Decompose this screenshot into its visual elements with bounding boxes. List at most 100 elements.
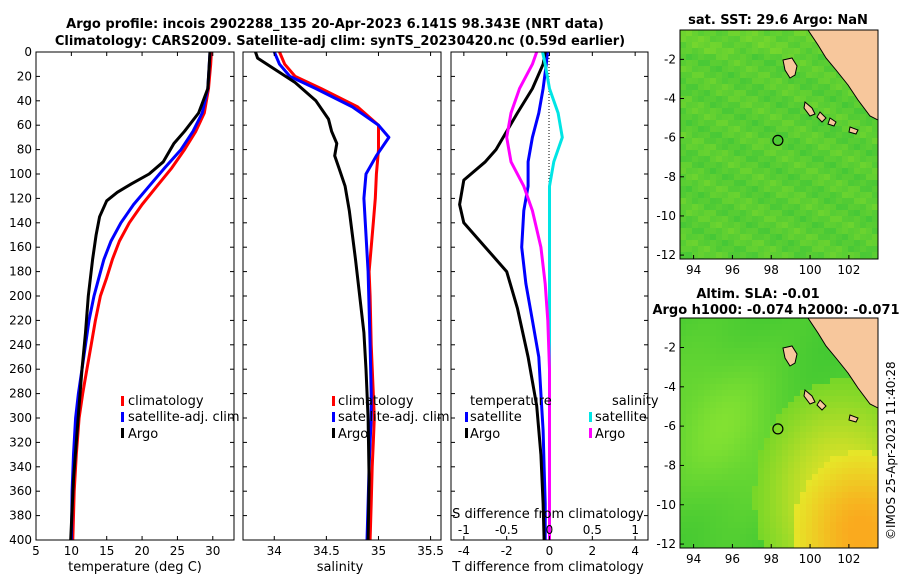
map-cell [818,150,825,157]
map-cell [740,132,747,139]
map-cell [836,390,843,397]
map-cell [842,492,849,499]
map-cell [716,234,723,241]
map-cell [812,456,819,463]
map-cell [716,54,723,61]
map-cell [764,96,771,103]
map-cell [770,480,777,487]
map-cell [794,414,801,421]
map-cell [680,480,687,487]
map-cell [770,168,777,175]
map-cell [812,432,819,439]
map-cell [782,420,789,427]
map-cell [722,102,729,109]
map-cell [758,204,765,211]
map-cell [680,390,687,397]
map-cell [758,492,765,499]
map-cell [698,534,705,541]
map-cell [722,156,729,163]
map-cell [680,162,687,169]
map-cell [728,366,735,373]
map-cell [800,42,807,49]
map-cell [758,132,765,139]
map-cell [848,516,855,523]
map-cell [830,378,837,385]
map-cell [848,162,855,169]
map-cell [806,510,813,517]
map-cell [806,54,813,61]
map-cell [692,516,699,523]
map-cell [764,48,771,55]
map-cell [704,396,711,403]
map-cell [776,426,783,433]
map-cell [686,366,693,373]
map-cell [800,444,807,451]
map-cell [770,210,777,217]
map-cell [746,456,753,463]
map-cell [764,390,771,397]
map-cell [734,210,741,217]
map-cell [716,186,723,193]
map-cell [788,210,795,217]
island-land [816,399,827,411]
map-cell [716,510,723,517]
map-cell [716,168,723,175]
map-cell [866,216,873,223]
map-cell [800,324,807,331]
map-cell [728,354,735,361]
map-cell [716,390,723,397]
map-cell [752,42,759,49]
map-cell [764,432,771,439]
map-cell [740,108,747,115]
map-cell [806,192,813,199]
map-cell [758,90,765,97]
map-cell [812,438,819,445]
map-cell [794,348,801,355]
map-cell [680,516,687,523]
map-cell [830,126,837,133]
map-cell [854,534,861,541]
map-cell [824,108,831,115]
map-cell [806,504,813,511]
map-cell [746,492,753,499]
map-cell [710,522,717,529]
map-cell [752,96,759,103]
map-cell [800,60,807,67]
map-cell [794,78,801,85]
map-cell [734,384,741,391]
map-cell [770,390,777,397]
map-cell [806,156,813,163]
map-cell [770,402,777,409]
map-cell [776,540,783,547]
map-cell [854,252,861,259]
map-cell [854,456,861,463]
map-cell [788,504,795,511]
map-cell [806,498,813,505]
map-cell [800,90,807,97]
map-cell [740,48,747,55]
map-x-tick-label: 96 [725,263,740,277]
map-cell [782,480,789,487]
map-cell [860,480,867,487]
map-cell [686,390,693,397]
map-cell [764,162,771,169]
map-cell [818,510,825,517]
map-cell [692,174,699,181]
map-cell [728,486,735,493]
map-cell [806,522,813,529]
map-cell [860,204,867,211]
map-cell [848,420,855,427]
map-cell [680,438,687,445]
map-cell [788,126,795,133]
map-cell [818,468,825,475]
map-cell [812,174,819,181]
map-cell [848,498,855,505]
map-cell [788,534,795,541]
map-cell [800,456,807,463]
map-cell [722,90,729,97]
map-cell [818,474,825,481]
map-cell [818,432,825,439]
map-cell [836,186,843,193]
map-cell [686,54,693,61]
map-cell [764,414,771,421]
